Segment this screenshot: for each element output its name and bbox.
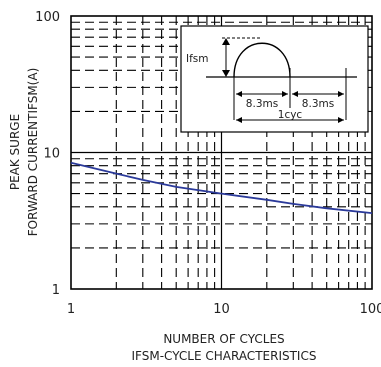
- inset-label-ifsm: Ifsm: [186, 53, 209, 65]
- y-tick-label: 10: [43, 147, 60, 162]
- inset-arrow-head: [236, 117, 242, 123]
- x-tick-label: 1: [67, 302, 75, 317]
- inset-arrow-head: [222, 70, 230, 77]
- y-tick-label: 1: [52, 283, 60, 298]
- x-tick-label: 100: [360, 302, 381, 317]
- chart-title: IFSM-CYCLE CHARACTERISTICS: [132, 349, 317, 363]
- inset-label-8-3ms-1: 8.3ms: [246, 98, 278, 110]
- inset-arrow-head: [236, 91, 242, 97]
- inset-arrow-head: [338, 91, 344, 97]
- inset-arrow-head: [222, 38, 230, 45]
- y-axis-label-line-2: FORWARD CURRENTIFSM(A): [26, 68, 40, 237]
- inset-arrow-head: [338, 117, 344, 123]
- series-line: [70, 161, 373, 214]
- inset-arrow-head: [282, 91, 288, 97]
- y-axis-label-line-1: PEAK SURGE: [8, 114, 22, 190]
- tick-labels: 1 10 100 1 10 100: [35, 10, 381, 317]
- y-tick-label: 100: [35, 10, 60, 25]
- x-tick-label: 10: [213, 302, 230, 317]
- inset-label-1cyc: 1cyc: [278, 109, 303, 121]
- inset-label-8-3ms-2: 8.3ms: [302, 98, 334, 110]
- inset-arrow-head: [292, 91, 298, 97]
- x-axis-label: NUMBER OF CYCLES: [163, 332, 284, 346]
- inset-half-sine-pulse: [233, 42, 291, 78]
- series-layer: [70, 161, 373, 214]
- inset-box: [180, 25, 369, 133]
- plot-frame: [70, 15, 373, 290]
